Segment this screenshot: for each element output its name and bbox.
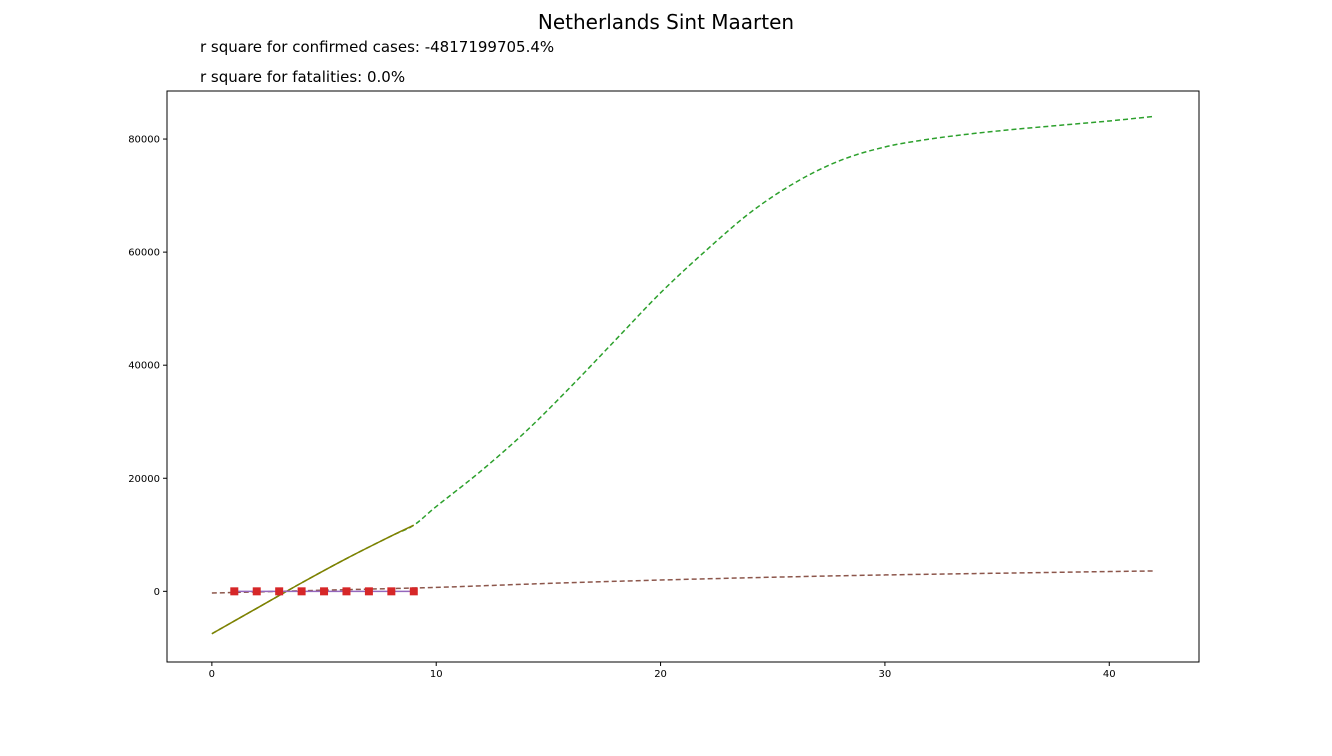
x-tick-label: 0 [209,669,215,680]
x-tick-label: 30 [879,669,892,680]
x-tick-label: 20 [654,669,667,680]
plot-frame [166,90,1200,663]
x-tick-label: 40 [1103,669,1116,680]
data-point-marker [342,587,351,596]
data-point-marker [409,587,418,596]
r-square-confirmed-annotation: r square for confirmed cases: -481719970… [200,38,555,56]
r-square-fatalities-annotation: r square for fatalities: 0.0% [200,68,406,86]
series-line-1 [211,524,415,635]
data-point-marker [364,587,373,596]
x-tick-label: 10 [430,669,443,680]
data-point-marker [252,587,261,596]
y-tick-label: 0 [154,587,160,598]
y-tick-label: 20000 [128,474,160,485]
series-line-0 [211,115,1155,635]
series-line-2 [211,570,1155,594]
data-point-marker [230,587,239,596]
data-point-marker [387,587,396,596]
data-point-marker [320,587,329,596]
y-tick-label: 40000 [128,361,160,372]
chart-title: Netherlands Sint Maarten [537,10,795,34]
y-tick-label: 60000 [128,248,160,259]
y-tick-label: 80000 [128,135,160,146]
data-point-marker [297,587,306,596]
axes: 0 10 20 30 40 0 20000 40000 60000 80000 [128,90,1200,680]
data-point-marker [275,587,284,596]
plot-area [211,115,1155,635]
